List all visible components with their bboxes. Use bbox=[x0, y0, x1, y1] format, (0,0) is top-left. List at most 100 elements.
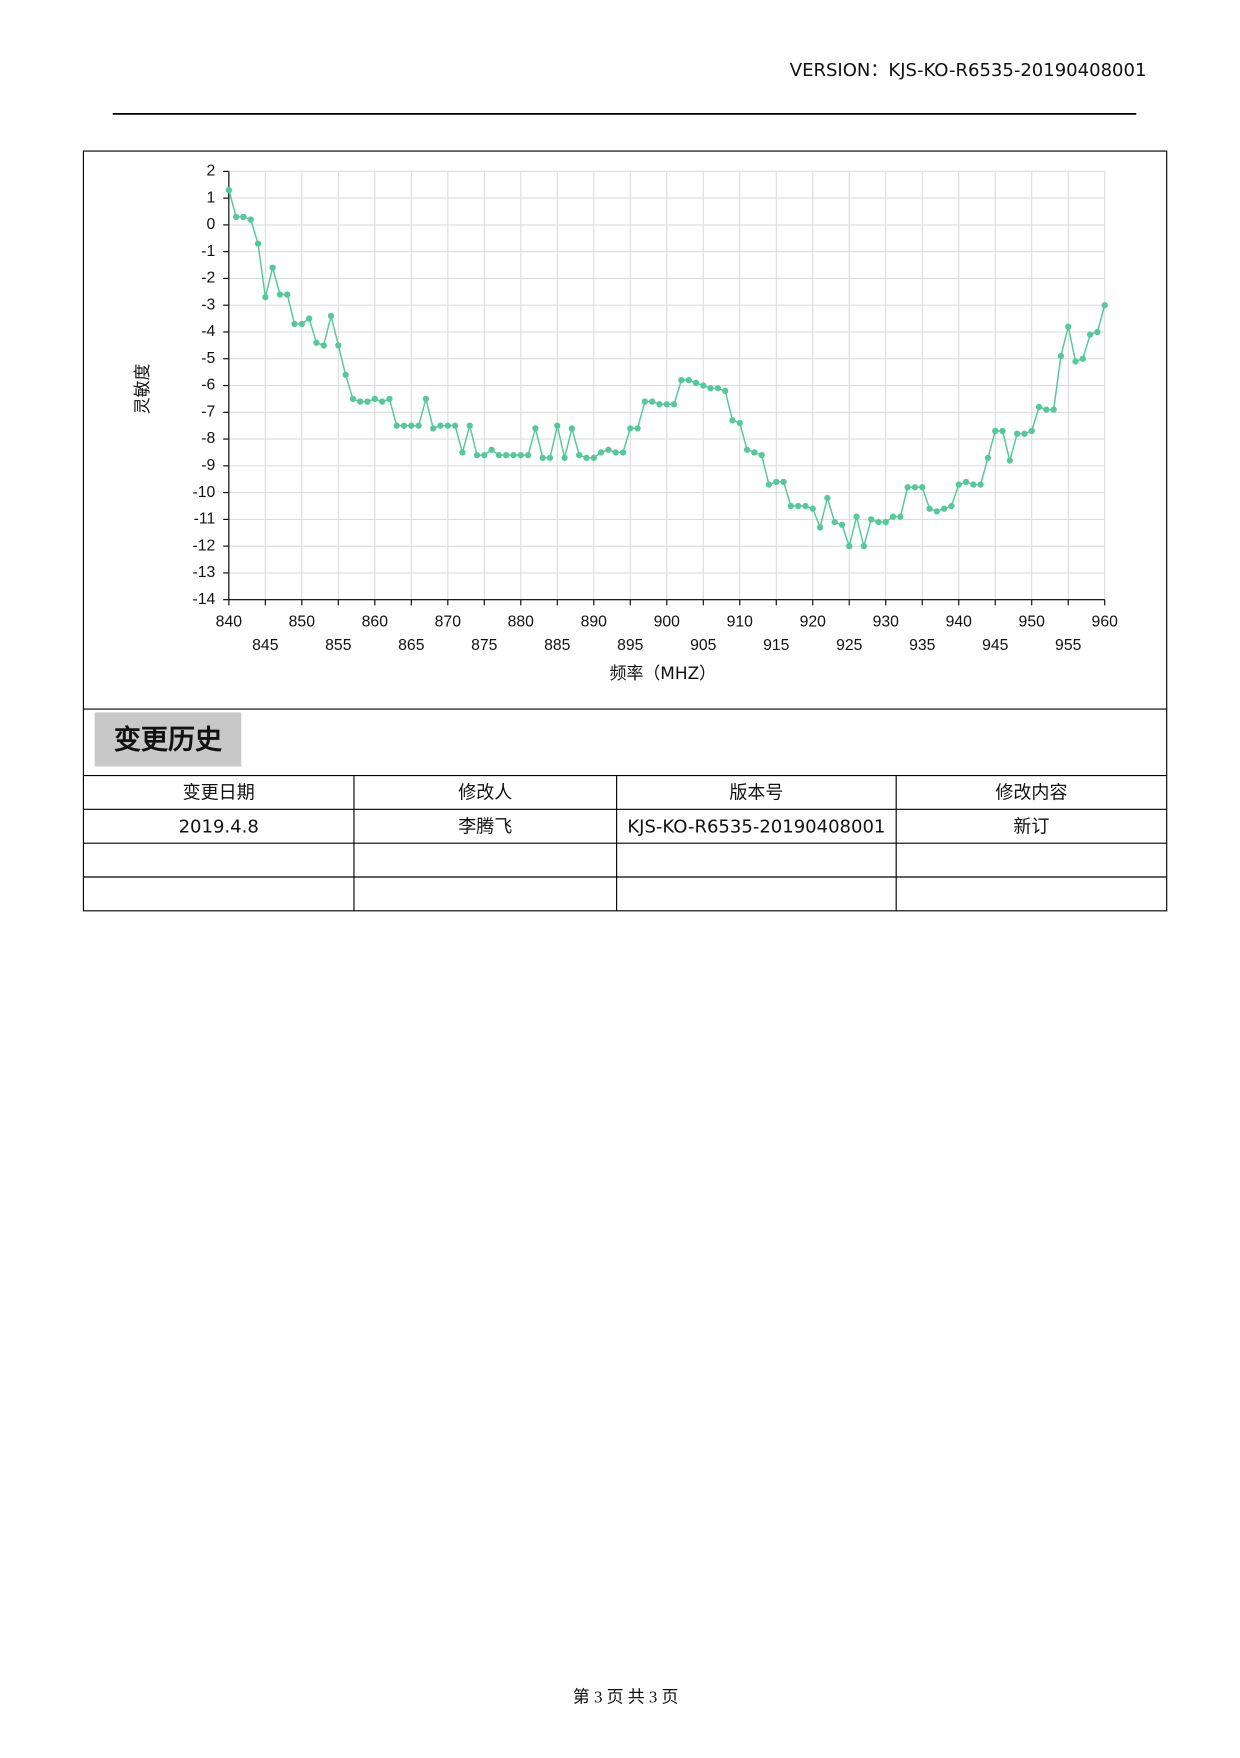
data-point bbox=[291, 320, 298, 328]
y-tick-label: -12 bbox=[193, 537, 216, 554]
y-axis-label: 灵敏度 bbox=[132, 363, 152, 414]
data-point bbox=[1006, 457, 1013, 464]
x-tick-label: 930 bbox=[873, 613, 900, 630]
data-point bbox=[1021, 430, 1028, 437]
data-point bbox=[627, 425, 634, 432]
data-point bbox=[787, 502, 795, 510]
table-lines bbox=[83, 774, 1167, 911]
x-tick-label: 890 bbox=[581, 613, 608, 630]
data-point bbox=[364, 398, 371, 405]
data-point bbox=[415, 422, 422, 429]
x-tick-label: 860 bbox=[362, 613, 389, 630]
data-point bbox=[663, 401, 670, 408]
x-tick-label: 840 bbox=[216, 613, 243, 630]
y-tick-label: -7 bbox=[201, 403, 215, 420]
data-point bbox=[1101, 302, 1108, 309]
x-tick-label: 870 bbox=[435, 613, 462, 630]
data-point bbox=[722, 387, 729, 395]
data-point bbox=[882, 518, 889, 526]
data-point bbox=[320, 342, 327, 349]
data-point bbox=[240, 213, 247, 221]
data-point bbox=[685, 377, 692, 384]
data-point bbox=[605, 446, 612, 453]
x-tick-label: 950 bbox=[1019, 613, 1046, 630]
data-point bbox=[831, 518, 838, 526]
x-tick-label: 915 bbox=[763, 637, 790, 654]
frame bbox=[82, 150, 1168, 912]
data-point bbox=[568, 425, 576, 432]
data-point bbox=[1057, 352, 1065, 360]
data-point bbox=[430, 425, 437, 432]
data-point bbox=[678, 377, 685, 384]
table-header-cell: 变更日期 bbox=[183, 783, 255, 804]
data-point bbox=[1079, 355, 1086, 362]
data-point bbox=[977, 481, 984, 488]
data-point bbox=[853, 513, 860, 520]
data-point bbox=[539, 454, 546, 461]
data-point bbox=[1013, 430, 1021, 437]
table-cell: KJS-KO-R6535-20190408001 bbox=[627, 816, 885, 837]
y-tick-label: -10 bbox=[193, 484, 216, 501]
data-point bbox=[473, 451, 481, 459]
data-point bbox=[466, 422, 473, 429]
x-axis-label: 频率（MHZ） bbox=[610, 663, 716, 683]
data-point bbox=[437, 422, 444, 429]
data-point bbox=[1035, 403, 1043, 411]
data-point bbox=[1028, 427, 1035, 435]
y-tick-label: -13 bbox=[193, 564, 216, 581]
data-point bbox=[262, 294, 269, 301]
data-point bbox=[305, 315, 313, 322]
data-point bbox=[970, 481, 977, 488]
y-tick-label: -11 bbox=[194, 511, 216, 528]
x-tick-label: 905 bbox=[690, 637, 717, 654]
data-point bbox=[634, 425, 641, 432]
data-point bbox=[254, 240, 262, 247]
y-tick-label: -6 bbox=[201, 377, 215, 394]
data-point bbox=[897, 513, 904, 520]
data-point bbox=[517, 451, 524, 459]
data-point bbox=[846, 542, 853, 550]
data-point bbox=[940, 505, 948, 512]
data-point bbox=[758, 451, 765, 459]
x-tick-label: 940 bbox=[946, 613, 973, 630]
data-point bbox=[327, 312, 335, 320]
x-tick-label: 920 bbox=[800, 613, 827, 630]
data-point bbox=[802, 502, 809, 510]
x-tick-label: 945 bbox=[982, 637, 1009, 654]
section-title-bg bbox=[94, 712, 242, 767]
y-tick-label: -4 bbox=[201, 323, 215, 340]
data-point bbox=[459, 449, 466, 456]
data-point bbox=[583, 454, 590, 461]
y-tick-label: -1 bbox=[201, 243, 215, 260]
data-point bbox=[641, 398, 649, 405]
data-point bbox=[911, 484, 919, 491]
data-point bbox=[408, 422, 415, 429]
data-point bbox=[232, 213, 240, 221]
data-point bbox=[313, 339, 320, 346]
data-point bbox=[765, 481, 773, 488]
x-tick-label: 845 bbox=[252, 637, 279, 654]
data-point bbox=[554, 422, 561, 429]
data-point bbox=[510, 451, 517, 459]
data-point bbox=[773, 478, 780, 486]
table-cell: 新订 bbox=[1013, 816, 1049, 837]
data-point bbox=[335, 342, 342, 349]
y-tick-label: -14 bbox=[193, 591, 216, 608]
data-point bbox=[1086, 331, 1094, 338]
data-point bbox=[576, 451, 583, 459]
data-point bbox=[824, 494, 831, 502]
data-point bbox=[948, 502, 955, 510]
data-point bbox=[400, 422, 408, 429]
data-point bbox=[503, 451, 510, 459]
x-tick-label: 885 bbox=[544, 637, 571, 654]
x-tick-label: 925 bbox=[836, 637, 863, 654]
data-point bbox=[992, 427, 999, 435]
x-tick-label: 910 bbox=[727, 613, 754, 630]
data-point bbox=[780, 478, 787, 486]
data-point bbox=[670, 401, 678, 408]
data-point bbox=[357, 398, 364, 405]
data-point bbox=[371, 395, 378, 403]
version: VERSION：KJS-KO-R6535-20190408001 bbox=[790, 60, 1147, 81]
data-point bbox=[700, 382, 707, 389]
